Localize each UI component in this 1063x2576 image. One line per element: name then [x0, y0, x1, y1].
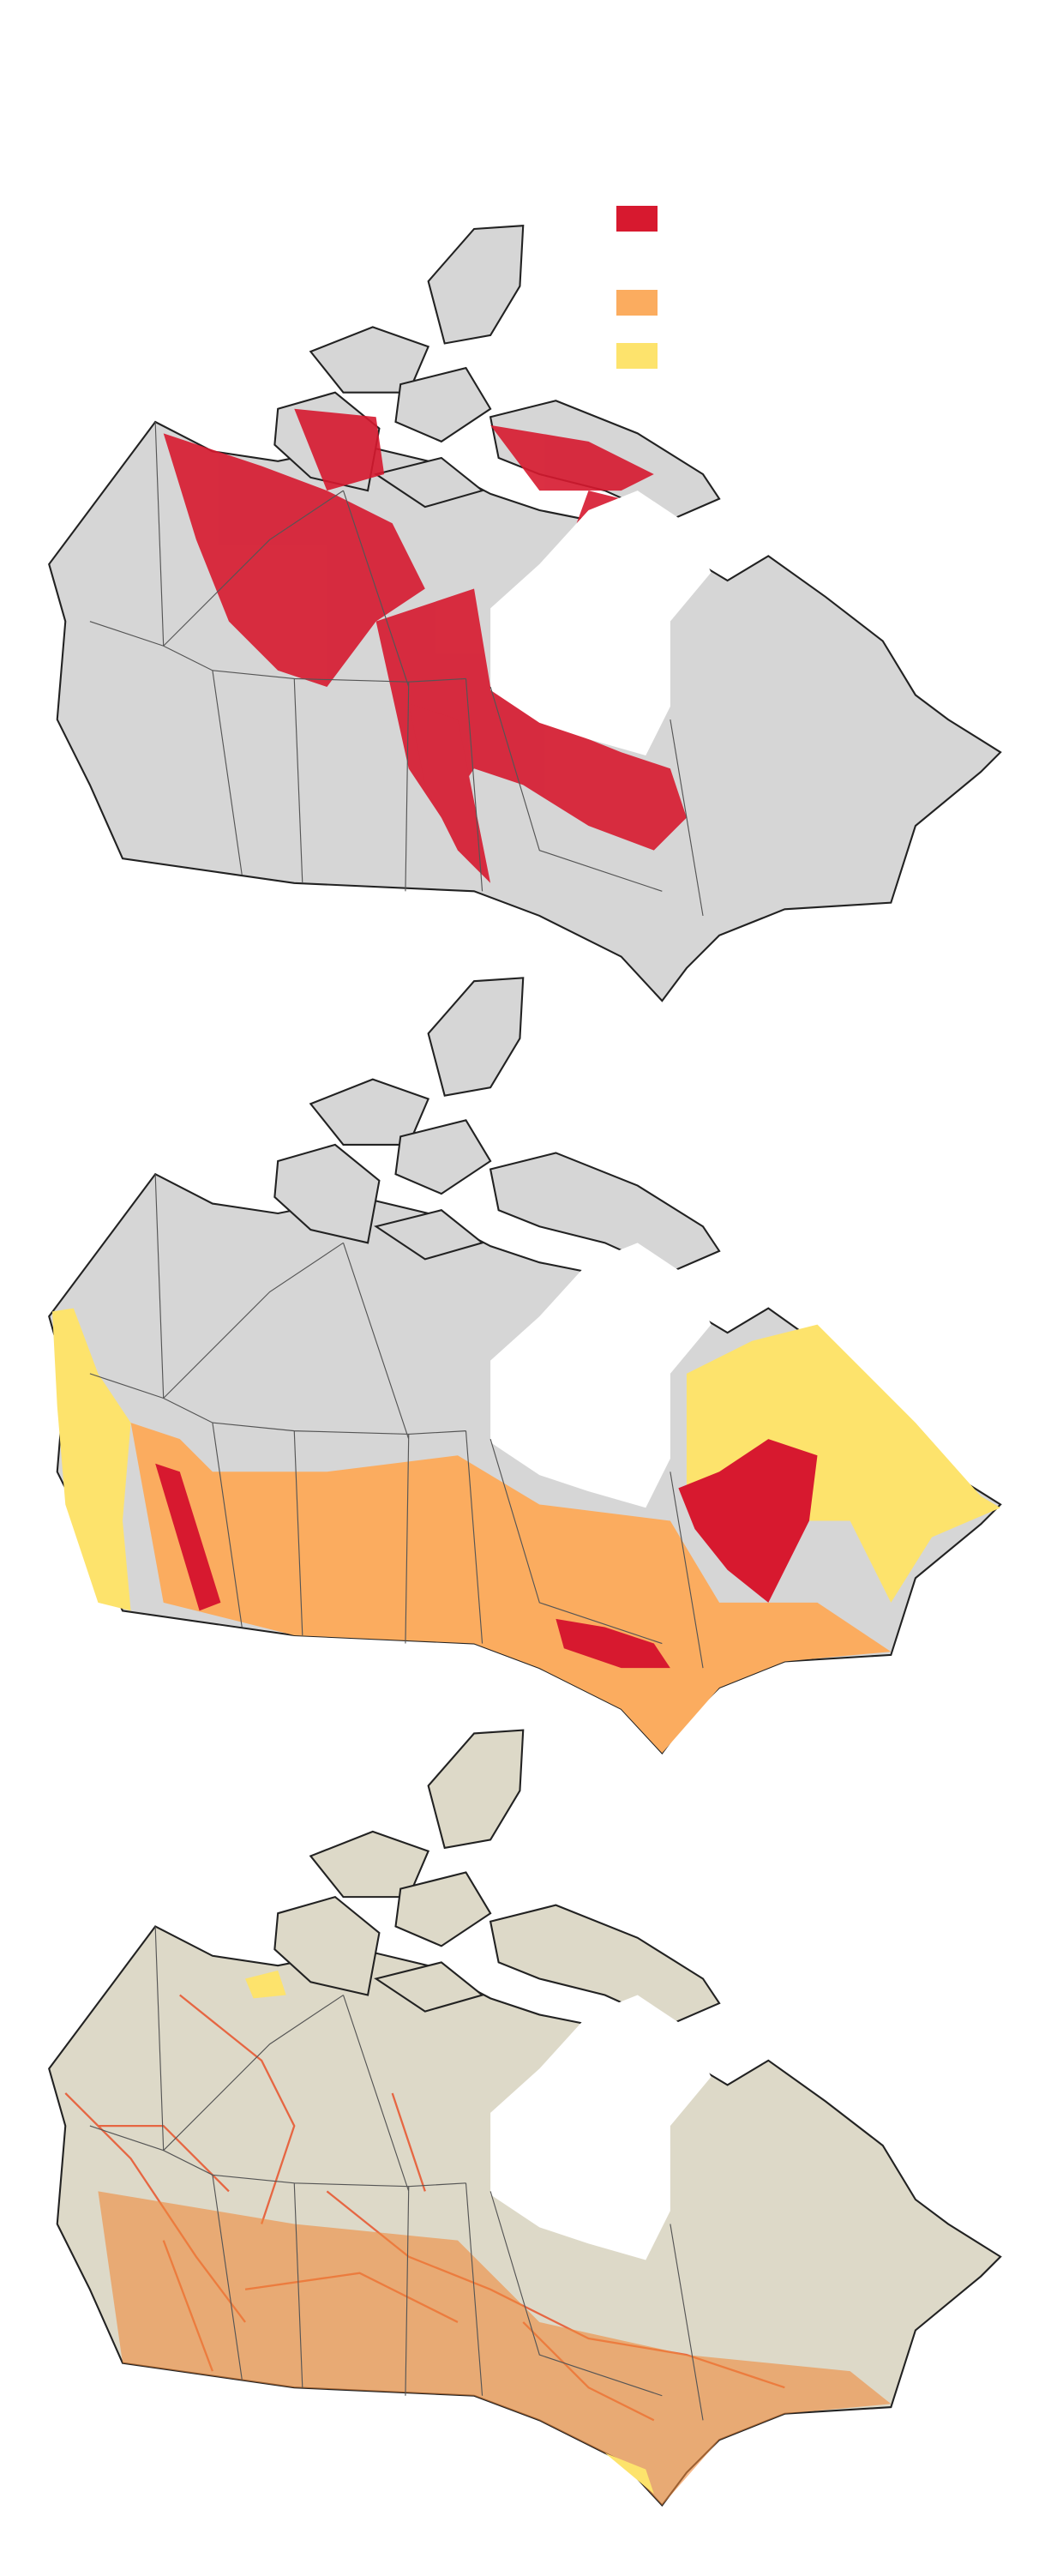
map-2 [48, 977, 1002, 1754]
map-3 [48, 1729, 1002, 2507]
map-1 [48, 225, 1002, 1002]
legend [616, 206, 658, 369]
legend-swatch [616, 343, 658, 369]
legend-swatch [616, 290, 658, 316]
legend-swatch [616, 206, 658, 232]
maps [48, 225, 1002, 2507]
